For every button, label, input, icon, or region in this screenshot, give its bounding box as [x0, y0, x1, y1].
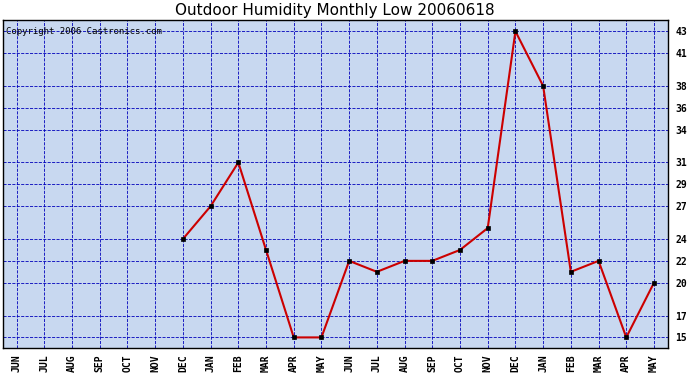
Title: Outdoor Humidity Monthly Low 20060618: Outdoor Humidity Monthly Low 20060618	[175, 3, 495, 18]
Text: Copyright 2006 Castronics.com: Copyright 2006 Castronics.com	[6, 27, 162, 36]
